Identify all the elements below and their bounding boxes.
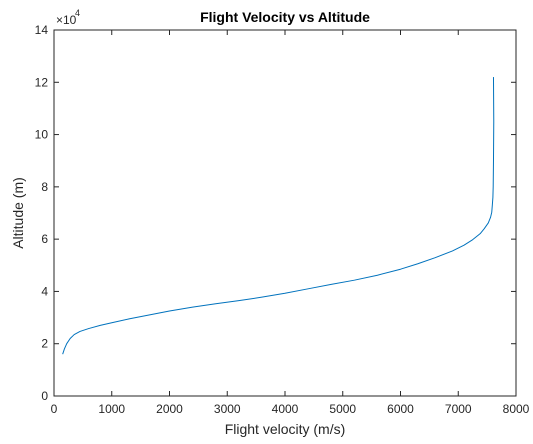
x-tick-label: 8000 bbox=[503, 402, 530, 416]
y-axis-exponent-power: 4 bbox=[75, 8, 80, 18]
plot-area bbox=[53, 29, 517, 397]
y-axis-exponent: ×10 4 bbox=[56, 8, 80, 27]
x-tick-label: 0 bbox=[51, 402, 58, 416]
y-tick-label: 14 bbox=[35, 23, 49, 37]
chart-title: Flight Velocity vs Altitude bbox=[200, 9, 370, 25]
y-tick-label: 0 bbox=[41, 389, 48, 403]
axes-box bbox=[53, 29, 517, 397]
x-tick-label: 3000 bbox=[214, 402, 241, 416]
series-line bbox=[62, 77, 495, 355]
y-tick-label: 12 bbox=[35, 75, 49, 89]
y-tick-label: 4 bbox=[41, 284, 48, 298]
x-tick-label: 1000 bbox=[98, 402, 125, 416]
series-layer bbox=[62, 77, 495, 355]
x-tick-label: 2000 bbox=[156, 402, 183, 416]
y-axis-label: Altitude (m) bbox=[10, 177, 26, 249]
x-axis-ticks: 0 1000 2000 3000 4000 5000 6000 7000 8000 bbox=[51, 30, 530, 416]
y-axis-ticks: 0 2 4 6 8 10 12 14 bbox=[35, 23, 516, 403]
y-tick-label: 6 bbox=[41, 232, 48, 246]
x-tick-label: 6000 bbox=[387, 402, 414, 416]
y-tick-label: 2 bbox=[41, 337, 48, 351]
x-axis-label: Flight velocity (m/s) bbox=[225, 421, 346, 437]
y-tick-label: 10 bbox=[35, 128, 49, 142]
x-tick-label: 4000 bbox=[272, 402, 299, 416]
x-tick-label: 5000 bbox=[329, 402, 356, 416]
y-tick-label: 8 bbox=[41, 180, 48, 194]
y-axis-exponent-base: ×10 bbox=[56, 13, 77, 27]
x-tick-label: 7000 bbox=[445, 402, 472, 416]
